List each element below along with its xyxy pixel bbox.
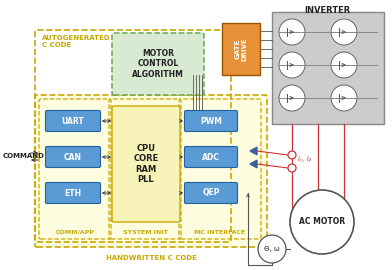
Circle shape [279,52,305,78]
Text: AC MOTOR: AC MOTOR [299,218,345,227]
Circle shape [331,19,357,45]
Text: CPU
CORE
RAM
PLL: CPU CORE RAM PLL [133,144,159,184]
Circle shape [331,52,357,78]
Text: AUTOGENERATED
C CODE: AUTOGENERATED C CODE [42,35,111,48]
Circle shape [279,85,305,111]
Bar [272,12,384,124]
Text: Θ, ω: Θ, ω [264,246,280,252]
FancyBboxPatch shape [45,183,100,204]
Circle shape [288,164,296,172]
FancyBboxPatch shape [45,110,100,131]
FancyBboxPatch shape [45,147,100,167]
Text: MOTOR
CONTROL
ALGORITHM: MOTOR CONTROL ALGORITHM [132,49,184,79]
FancyBboxPatch shape [112,106,180,222]
Text: COMM/APP: COMM/APP [56,230,94,235]
FancyBboxPatch shape [185,147,238,167]
FancyBboxPatch shape [185,110,238,131]
FancyBboxPatch shape [112,33,204,95]
Circle shape [288,151,296,159]
Polygon shape [250,160,257,168]
Text: iᵥ, iᵦ: iᵥ, iᵦ [298,156,311,162]
Circle shape [258,235,286,263]
Polygon shape [250,147,257,155]
Text: ETH: ETH [64,188,82,197]
FancyBboxPatch shape [35,95,267,247]
Circle shape [331,85,357,111]
Circle shape [279,19,305,45]
FancyBboxPatch shape [185,183,238,204]
Text: COMMAND: COMMAND [3,153,45,159]
Text: CAN: CAN [64,153,82,161]
Text: HANDWRITTEN C CODE: HANDWRITTEN C CODE [105,255,196,261]
Text: SYSTEM INIT: SYSTEM INIT [123,230,167,235]
Text: ADC: ADC [202,153,220,161]
Text: QEP: QEP [202,188,220,197]
Text: PWM: PWM [200,116,222,126]
Text: UART: UART [62,116,84,126]
Circle shape [290,190,354,254]
Text: GATE
DRIVE: GATE DRIVE [234,37,247,61]
Bar [222,23,260,75]
Text: MC INTERFACE: MC INTERFACE [194,230,245,235]
Text: INVERTER: INVERTER [304,6,350,15]
